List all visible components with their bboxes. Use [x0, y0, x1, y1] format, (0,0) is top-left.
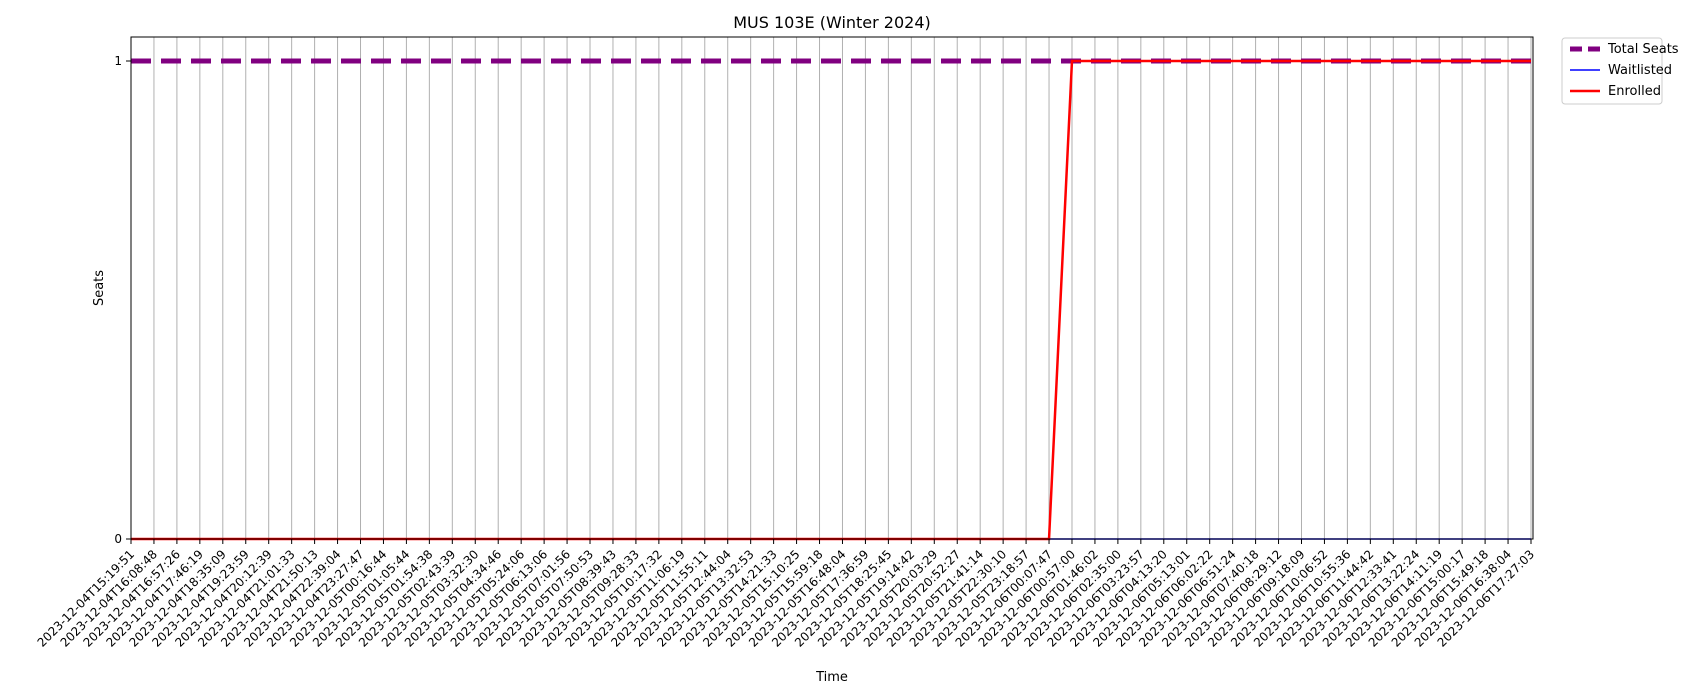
x-axis-label: Time [815, 670, 848, 685]
y-axis-label: Seats [92, 270, 107, 306]
y-axis: 01 [114, 54, 131, 546]
x-axis: 2023-12-04T15:19:512023-12-04T16:08:4820… [35, 539, 1537, 650]
legend-label: Total Seats [1607, 42, 1679, 57]
y-tick-label: 0 [114, 532, 122, 546]
legend-label: Waitlisted [1608, 63, 1672, 78]
legend-box [1561, 37, 1663, 105]
legend-label: Enrolled [1608, 84, 1661, 99]
legend: Total Seats Waitlisted Enrolled [1561, 37, 1679, 105]
chart-title: MUS 103E (Winter 2024) [733, 13, 931, 32]
y-tick-label: 1 [114, 54, 122, 68]
plot-frame [130, 36, 1534, 540]
x-gridlines [130, 37, 1532, 539]
